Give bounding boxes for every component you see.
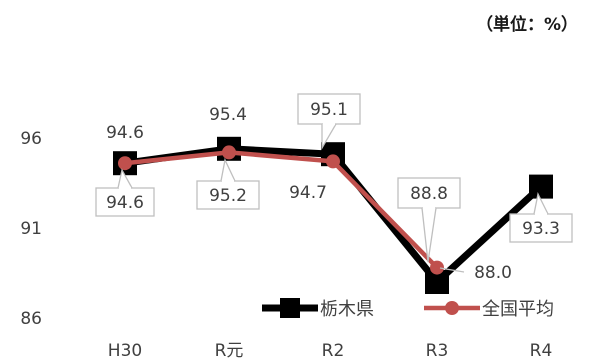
data-label: 95.2: [209, 186, 247, 206]
data-label: 88.0: [474, 263, 512, 283]
y-axis: 86 91 96: [20, 129, 42, 329]
x-axis: H30 R元 R2 R3 R4: [108, 341, 553, 361]
legend-label: 全国平均: [482, 299, 554, 320]
leader-line: [439, 267, 465, 273]
data-label: 95.1: [310, 100, 348, 120]
data-label-box: [95, 168, 155, 217]
x-tick-label: R2: [322, 341, 345, 361]
series-line: [124, 150, 439, 270]
data-point: [222, 145, 236, 160]
y-tick-label: 86: [20, 309, 42, 329]
x-tick-label: R元: [215, 341, 244, 361]
data-label: 93.3: [522, 219, 560, 239]
data-label: 94.6: [106, 193, 144, 213]
data-label-box: [509, 192, 573, 243]
legend-marker: [280, 298, 300, 318]
x-tick-label: R4: [530, 341, 553, 361]
data-label: 95.4: [209, 105, 247, 125]
legend-label: 栃木県: [320, 299, 374, 320]
x-tick-label: H30: [108, 341, 142, 361]
legend-item: 全国平均: [424, 299, 554, 320]
data-label-box: [397, 177, 461, 263]
unit-label: （単位：%）: [475, 15, 578, 35]
x-tick-label: R3: [426, 341, 449, 361]
data-label-box: [196, 157, 260, 210]
data-labels: 94.6 94.6 95.4 95.2 95.1 94.7 88.8 88.0 93.3: [95, 93, 573, 283]
data-label: 94.6: [106, 123, 144, 143]
data-point: [529, 174, 553, 199]
data-label: 94.7: [289, 183, 327, 203]
y-tick-label: 91: [20, 219, 42, 239]
data-point: [118, 156, 132, 171]
legend-marker: [445, 301, 459, 315]
data-label-box: [297, 93, 361, 151]
data-point: [430, 260, 444, 275]
data-point: [326, 154, 340, 169]
series-lines: [113, 136, 553, 294]
legend-item: 栃木県: [262, 298, 374, 320]
y-tick-label: 96: [20, 129, 42, 149]
legend: 栃木県 全国平均: [262, 298, 554, 320]
data-label: 88.8: [410, 184, 448, 204]
